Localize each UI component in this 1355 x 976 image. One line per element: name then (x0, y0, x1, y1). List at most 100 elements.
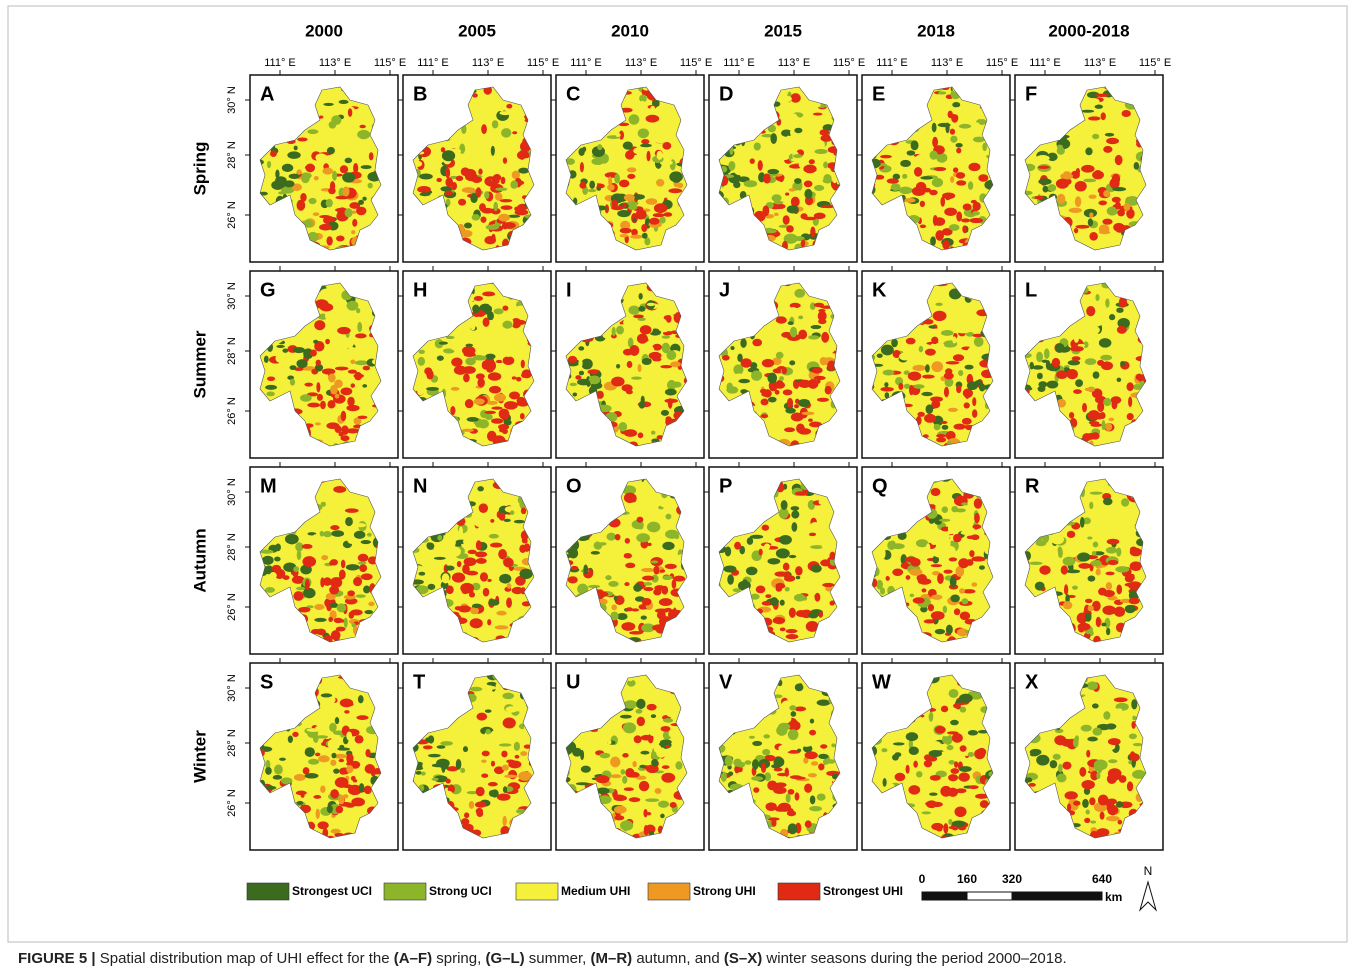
land-patch (1103, 398, 1111, 406)
land-patch (1121, 498, 1129, 506)
land-patch (767, 558, 780, 564)
land-patch (640, 144, 652, 148)
land-patch (1103, 190, 1110, 197)
column-header: 2000-2018 (1048, 21, 1129, 40)
land-patch (296, 587, 305, 591)
panel-letter: E (872, 83, 885, 105)
land-patch (437, 535, 442, 541)
land-patch (942, 240, 950, 250)
land-patch (1105, 133, 1114, 137)
land-patch (359, 702, 363, 713)
land-patch (1130, 547, 1137, 553)
latitude-label: 28° N (226, 337, 238, 365)
land-patch (1075, 379, 1083, 387)
land-patch (1081, 110, 1094, 113)
land-patch (437, 355, 444, 360)
land-patch (818, 309, 825, 312)
map-panel: R (1010, 462, 1167, 657)
land-patch (746, 567, 757, 576)
land-patch (1056, 179, 1069, 189)
land-patch (1097, 360, 1104, 366)
land-patch (1055, 343, 1064, 353)
land-patch (1117, 326, 1127, 334)
land-patch (1134, 162, 1140, 170)
land-patch (419, 572, 426, 576)
land-patch (294, 146, 298, 151)
land-patch (933, 289, 946, 298)
land-patch (804, 525, 810, 535)
land-patch (943, 606, 947, 614)
land-patch (966, 559, 974, 566)
land-patch (1089, 232, 1097, 241)
land-patch (293, 591, 303, 601)
land-patch (445, 191, 453, 196)
land-patch (1057, 147, 1065, 155)
map-panel: O (551, 462, 708, 658)
land-patch (663, 507, 677, 510)
land-patch (1102, 606, 1116, 615)
land-patch (950, 176, 954, 183)
panel-letter: M (260, 475, 277, 497)
land-patch (526, 185, 531, 189)
land-patch (578, 359, 582, 368)
land-patch (782, 367, 787, 374)
land-patch (588, 189, 597, 192)
land-patch (675, 533, 679, 539)
land-patch (944, 387, 949, 398)
land-patch (330, 559, 338, 565)
land-patch (325, 311, 332, 320)
latitude-label: 26° N (226, 789, 238, 817)
land-patch (1052, 358, 1060, 368)
land-patch (320, 531, 324, 537)
land-patch (938, 91, 946, 94)
land-patch (666, 350, 676, 360)
land-patch (326, 199, 333, 207)
land-patch (495, 625, 509, 629)
land-patch (332, 171, 337, 181)
land-patch (923, 145, 930, 154)
land-patch (1048, 184, 1056, 192)
land-patch (802, 412, 815, 416)
land-patch (628, 204, 637, 210)
land-patch (1063, 601, 1073, 609)
land-patch (741, 358, 752, 368)
land-patch (356, 207, 366, 216)
land-patch (314, 604, 324, 610)
land-patch (972, 409, 977, 417)
land-patch (428, 584, 436, 590)
land-patch (944, 570, 953, 574)
land-patch (1127, 413, 1134, 420)
land-patch (354, 523, 367, 527)
land-patch (796, 576, 801, 580)
land-patch (514, 320, 526, 325)
land-patch (348, 108, 352, 117)
land-patch (649, 218, 659, 225)
land-patch (489, 386, 501, 394)
land-patch (319, 224, 332, 231)
land-patch (275, 170, 279, 179)
column-header: 2015 (764, 21, 802, 40)
land-patch (1105, 618, 1111, 628)
land-patch (956, 143, 963, 148)
land-patch (627, 286, 636, 293)
land-patch (786, 136, 791, 142)
land-patch (489, 534, 499, 539)
land-patch (451, 357, 462, 366)
land-patch (931, 337, 938, 344)
land-patch (664, 299, 671, 310)
land-patch (316, 498, 330, 502)
land-patch (971, 534, 980, 540)
land-patch (785, 408, 796, 414)
land-patch (624, 582, 629, 586)
land-patch (956, 180, 966, 185)
land-patch (925, 364, 930, 372)
land-patch (1044, 348, 1050, 359)
land-patch (311, 332, 321, 335)
land-patch (666, 315, 672, 323)
land-patch (818, 319, 826, 324)
land-patch (942, 506, 948, 513)
land-patch (1129, 598, 1140, 605)
land-patch (955, 311, 969, 321)
land-patch (948, 408, 958, 412)
land-patch (474, 398, 485, 404)
